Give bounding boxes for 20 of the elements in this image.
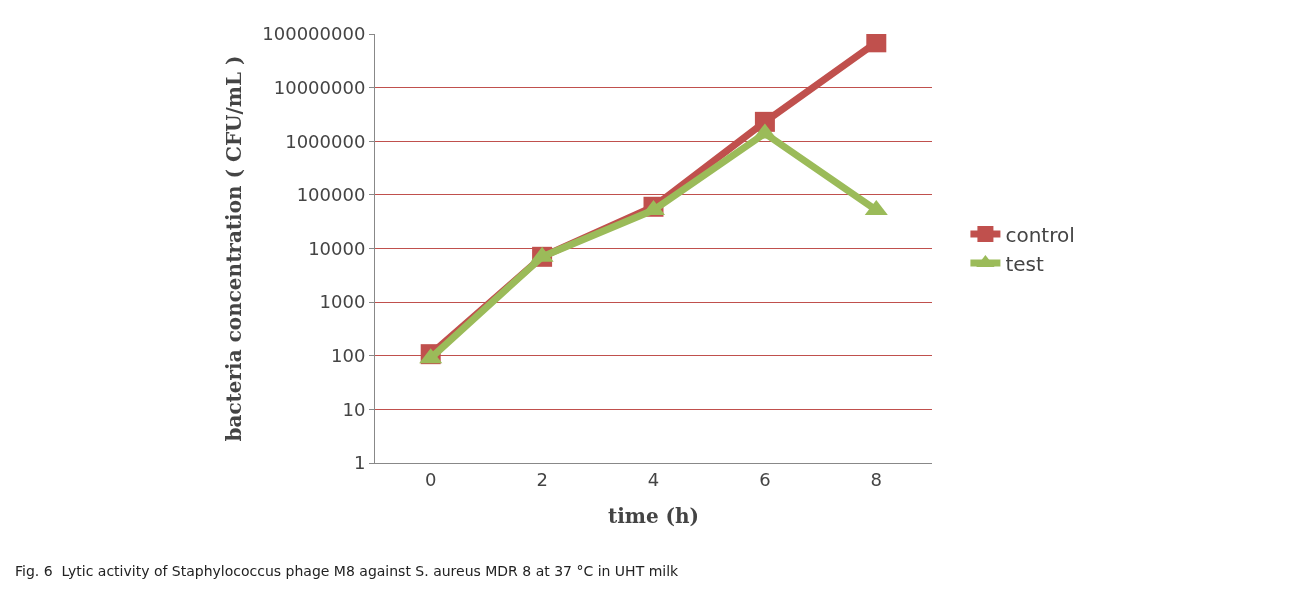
x-tick-label: 6 (759, 468, 771, 490)
x-tick-label: 0 (424, 468, 437, 490)
y-tick-label: 100000000 (262, 23, 366, 45)
legend-label: test (1005, 251, 1044, 276)
y-tick-label: 10000 (308, 237, 366, 259)
x-axis-title: time (h) (607, 504, 700, 529)
y-tick-label: 100 (331, 345, 366, 367)
y-tick-label: 10000000 (273, 76, 366, 98)
y-tick-label: 1 (353, 452, 366, 474)
point (866, 34, 887, 53)
x-tick-label: 4 (647, 468, 660, 490)
y-tick-label: 100000 (296, 184, 366, 206)
x-tick-label: 8 (870, 468, 883, 490)
caption: Fig. 6 Lytic activity of Staphylococcus phage M8 against S. aureus MDR 8 at 37 °C in UHT milk (15, 563, 680, 579)
y-tick-label: 1000 (319, 291, 366, 313)
y-tick-label: 1000000 (285, 130, 366, 152)
y-axis-title: bacteria concentration ( CFU/mL ) (221, 55, 246, 442)
legend-label: control (1005, 222, 1075, 247)
y-tick-label: 10 (342, 398, 366, 420)
x-tick-label: 2 (536, 468, 548, 490)
